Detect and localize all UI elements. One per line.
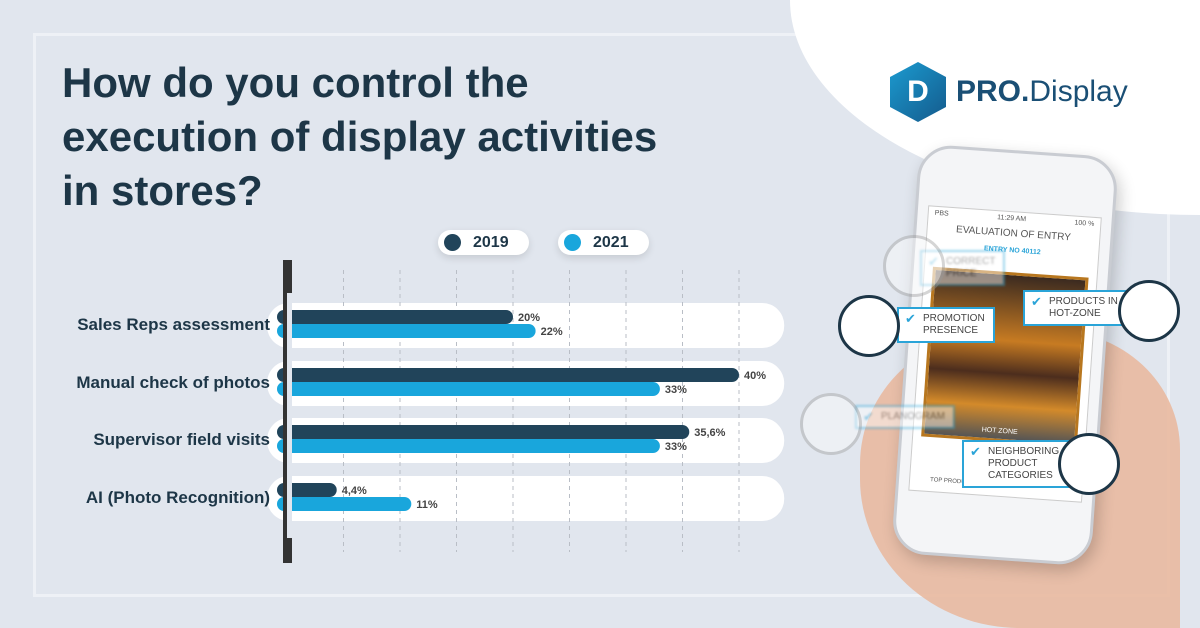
category-label: AI (Photo Recognition): [85, 488, 270, 507]
bar-2021: [277, 497, 412, 511]
legend-dot-icon: [444, 234, 461, 251]
bar-2021: [277, 382, 660, 396]
logo-bold: PRO.: [956, 75, 1030, 108]
logo-icon: D: [890, 62, 946, 122]
legend-label: 2021: [593, 233, 629, 251]
category-label: Sales Reps assessment: [77, 315, 270, 334]
bar-2019: [277, 425, 690, 439]
category-label: Manual check of photos: [76, 373, 270, 392]
logo-rest: Display: [1029, 75, 1128, 108]
hot-zone-icon: [1118, 280, 1180, 342]
data-label: 20%: [518, 312, 540, 324]
data-label: 4,4%: [342, 485, 367, 497]
time: 11:29 AM: [996, 214, 1027, 224]
bar-2021: [277, 439, 660, 453]
tag-neighboring-categories: NEIGHBORING PRODUCT CATEGORIES: [962, 440, 1070, 488]
promotion-icon: [838, 295, 900, 357]
data-label: 40%: [744, 370, 766, 382]
data-label: 11%: [416, 499, 438, 511]
carrier: PBS: [934, 209, 949, 218]
data-label: 22%: [541, 326, 563, 338]
legend-2021: 2021: [558, 230, 649, 255]
categories-icon: [1058, 433, 1120, 495]
battery: 100 %: [1074, 219, 1095, 228]
bar-2019: [277, 368, 739, 382]
bar-2021: [277, 324, 536, 338]
bar-2019: [277, 310, 513, 324]
tag-products-hot-zone: PRODUCTS IN HOT-ZONE: [1023, 290, 1128, 326]
planogram-icon: [800, 393, 862, 455]
page-title: How do you control the execution of disp…: [62, 59, 658, 214]
logo: D PRO.Display: [890, 62, 1128, 122]
legend-2019: 2019: [438, 230, 529, 255]
bar-chart: 20%22% 40% 33% 35,6% 33% 4,4% 11%: [267, 260, 785, 563]
data-label: 33%: [665, 384, 687, 396]
data-label: 33%: [665, 441, 687, 453]
tag-planogram: PLANOGRAM: [855, 405, 955, 429]
correct-price-icon: [883, 235, 945, 297]
legend-label: 2019: [473, 233, 509, 251]
tag-promotion-presence: PROMOTION PRESENCE: [897, 307, 995, 343]
data-label: 35,6%: [694, 427, 725, 439]
legend-dot-icon: [564, 234, 581, 251]
phone-illustration: PBS 11:29 AM 100 % EVALUATION OF ENTRY E…: [890, 143, 1120, 567]
axis-notch: [287, 293, 292, 538]
category-label: Supervisor field visits: [93, 430, 270, 449]
